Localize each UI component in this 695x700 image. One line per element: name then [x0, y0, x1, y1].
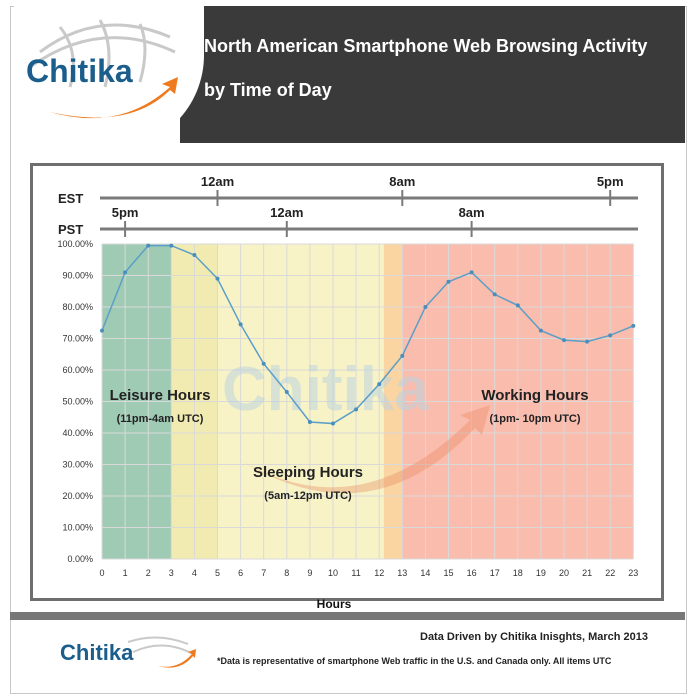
x-tick-label: 14: [420, 568, 430, 578]
data-point: [538, 328, 543, 333]
header-bar: [180, 6, 685, 143]
x-tick-label: 21: [582, 568, 592, 578]
title-line-1: North American Smartphone Web Browsing A…: [204, 36, 648, 56]
y-tick-label: 50.00%: [62, 397, 93, 407]
data-point: [354, 407, 359, 412]
y-tick-label: 10.00%: [62, 523, 93, 533]
est-tick-label: 5pm: [597, 174, 624, 189]
x-tick-label: 17: [490, 568, 500, 578]
data-point: [400, 353, 405, 358]
data-point: [515, 303, 520, 308]
y-tick-label: 0.00%: [67, 554, 93, 564]
pst-tick-label: 8am: [459, 205, 485, 220]
header-logo-text: Chitika: [26, 53, 133, 89]
data-point: [446, 279, 451, 284]
region-name-2: Working Hours: [481, 387, 588, 404]
footer-globe-icon: [127, 636, 194, 655]
x-tick-label: 20: [559, 568, 569, 578]
footer-credit: Data Driven by Chitika Inisghts, March 2…: [420, 631, 649, 643]
footer-logo: Chitika: [60, 636, 196, 668]
data-point: [146, 243, 151, 248]
y-tick-label: 70.00%: [62, 334, 93, 344]
x-tick-label: 10: [328, 568, 338, 578]
data-point: [307, 419, 312, 424]
watermark-arrow-icon: [240, 405, 490, 494]
region-labels: Leisure Hours (11pm-4am UTC) Sleeping Hour…: [110, 387, 589, 502]
pst-tick-label: 5pm: [112, 205, 139, 220]
x-tick-label: 0: [99, 568, 104, 578]
title-line-2: by Time of Day: [204, 80, 332, 100]
footer-note: *Data is representative of smartphone We…: [217, 656, 612, 666]
y-tick-label: 90.00%: [62, 271, 93, 281]
x-tick-label: 1: [123, 568, 128, 578]
x-tick-label: 15: [443, 568, 453, 578]
data-point: [123, 270, 128, 275]
globe-icon: [29, 19, 176, 88]
x-tick-label: 18: [513, 568, 523, 578]
x-tick-label: 7: [261, 568, 266, 578]
data-point: [631, 323, 636, 328]
data-point: [261, 361, 266, 366]
est-tick-label: 12am: [201, 174, 234, 189]
y-tick-label: 40.00%: [62, 428, 93, 438]
y-tick-label: 100.00%: [57, 239, 93, 249]
x-tick-label: 12: [374, 568, 384, 578]
data-point: [284, 390, 289, 395]
data-point: [192, 253, 197, 258]
x-axis-label: Hours: [317, 597, 352, 611]
data-point: [331, 421, 335, 426]
data-point: [423, 305, 428, 309]
x-tick-label: 4: [192, 568, 197, 578]
data-point: [377, 382, 382, 387]
pst-tick-label: 12am: [270, 205, 303, 220]
region-name-0: Leisure Hours: [110, 387, 211, 404]
x-tick-label: 16: [467, 568, 477, 578]
data-point: [215, 276, 220, 281]
y-tick-label: 80.00%: [62, 302, 93, 312]
series-line-0: [101, 244, 634, 425]
footer-separator: [10, 612, 685, 620]
pst-axis-label: PST: [58, 222, 83, 237]
x-tick-label: 23: [628, 568, 638, 578]
data-point: [238, 322, 243, 327]
watermark: Chitika: [222, 355, 490, 494]
data-point: [608, 333, 613, 338]
region-range-2: (1pm- 10pm UTC): [489, 413, 580, 425]
watermark-text: Chitika: [222, 355, 429, 424]
series: [100, 243, 636, 426]
x-tick-label: 19: [536, 568, 546, 578]
x-tick-label: 3: [169, 568, 174, 578]
x-tick-label: 6: [238, 568, 243, 578]
grid: 0.00% 10.00% 20.00% 30.00% 40.00% 50.00% 60.00…: [57, 239, 638, 578]
y-tick-label: 30.00%: [62, 460, 93, 470]
x-tick-label: 13: [397, 568, 407, 578]
x-tick-label: 5: [215, 568, 220, 578]
data-point: [492, 292, 497, 297]
footer-logo-text: Chitika: [60, 640, 134, 665]
est-tick-label: 8am: [389, 174, 415, 189]
footer-swoosh-icon: [158, 649, 196, 668]
x-tick-label: 2: [146, 568, 151, 578]
x-tick-label: 22: [605, 568, 615, 578]
header-logo: Chitika: [26, 19, 178, 119]
y-tick-label: 60.00%: [62, 365, 93, 375]
x-tick-label: 11: [351, 568, 360, 578]
region-range-1: (5am-12pm UTC): [264, 490, 352, 502]
region-name-1: Sleeping Hours: [253, 464, 363, 481]
data-point: [100, 328, 104, 333]
data-point: [469, 270, 474, 275]
data-point: [562, 338, 566, 343]
data-point: [585, 339, 590, 344]
region-range-0: (11pm-4am UTC): [117, 413, 204, 425]
y-tick-label: 20.00%: [62, 491, 93, 501]
timezone-axes: EST 12am 8am 5pm PST 5pm 12am 8am: [58, 174, 638, 237]
x-tick-label: 8: [284, 568, 289, 578]
est-axis-label: EST: [58, 191, 83, 206]
x-tick-label: 9: [307, 568, 312, 578]
data-point: [169, 243, 174, 248]
